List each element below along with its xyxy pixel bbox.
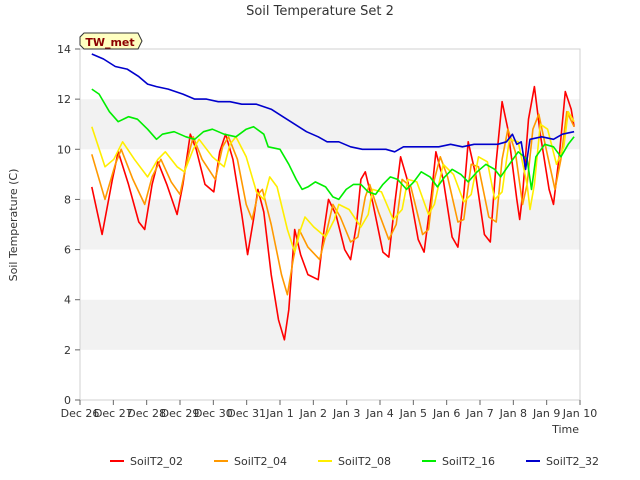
legend-label: SoilT2_16 — [442, 455, 495, 468]
grid-band — [80, 49, 580, 100]
legend-label: SoilT2_32 — [546, 455, 599, 468]
grid-band — [80, 299, 580, 350]
legend: SoilT2_02 SoilT2_04 SoilT2_08 SoilT2_16 Soil… — [110, 455, 599, 468]
x-tick-label: Jan 10 — [562, 407, 597, 420]
x-tick-label: Jan 8 — [499, 407, 527, 420]
y-tick-label: 14 — [57, 43, 71, 56]
legend-label: SoilT2_02 — [130, 455, 183, 468]
series-lines — [91, 53, 575, 341]
series-line-soilt2_32 — [91, 53, 575, 171]
x-tick-label: Dec 27 — [94, 407, 133, 420]
x-tick-label: Jan 9 — [532, 407, 560, 420]
x-tick-label: Jan 4 — [365, 407, 393, 420]
x-tick-label: Dec 30 — [194, 407, 233, 420]
grid-band — [80, 249, 580, 300]
grid-band — [80, 99, 580, 150]
x-tick-label: Jan 3 — [332, 407, 360, 420]
x-tick-label: Jan 7 — [465, 407, 493, 420]
x-tick-label: Dec 26 — [61, 407, 100, 420]
station-tag: TW_met — [79, 32, 143, 50]
x-tick-label: Jan 2 — [299, 407, 327, 420]
y-tick-label: 4 — [64, 294, 71, 307]
y-tick-label: 2 — [64, 344, 71, 357]
grid-band — [80, 349, 580, 400]
y-axis-ticks: 0 2 4 6 8 10 12 14 — [57, 43, 80, 407]
x-tick-label: Jan 5 — [399, 407, 427, 420]
plot-frame — [79, 48, 581, 401]
y-tick-label: 6 — [64, 244, 71, 257]
chart-title: Soil Temperature Set 2 — [246, 4, 394, 19]
x-tick-label: Dec 28 — [127, 407, 166, 420]
grid-bands — [80, 49, 580, 400]
x-axis-label: Time — [551, 423, 579, 436]
series-line-soilt2_04 — [91, 110, 575, 296]
legend-label: SoilT2_04 — [234, 455, 287, 468]
station-tag-label: TW_met — [85, 36, 134, 49]
series-line-soilt2_08 — [91, 110, 575, 253]
y-tick-label: 0 — [64, 394, 71, 407]
y-tick-label: 10 — [57, 143, 71, 156]
x-tick-label: Jan 1 — [265, 407, 293, 420]
grid-band — [80, 199, 580, 250]
x-tick-label: Dec 31 — [227, 407, 266, 420]
series-line-soilt2_16 — [91, 88, 575, 201]
x-tick-label: Jan 6 — [432, 407, 460, 420]
y-tick-label: 8 — [64, 193, 71, 206]
legend-label: SoilT2_08 — [338, 455, 391, 468]
y-axis-label: Soil Temperature (C) — [7, 169, 20, 282]
x-tick-label: Dec 29 — [161, 407, 200, 420]
y-tick-label: 12 — [57, 93, 71, 106]
